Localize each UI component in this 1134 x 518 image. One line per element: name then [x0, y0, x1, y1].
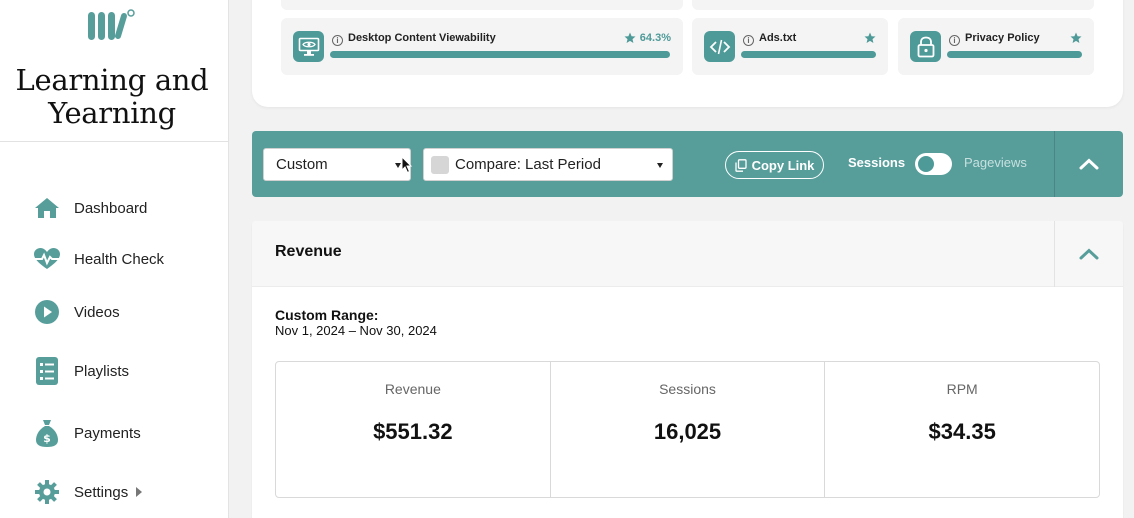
star-icon: [624, 32, 636, 43]
metric-revenue: Revenue $551.32: [276, 362, 551, 497]
metric-value: $34.35: [928, 419, 996, 444]
info-icon[interactable]: i: [949, 35, 960, 46]
mouse-cursor-icon: [401, 156, 413, 174]
nav-label: Videos: [74, 303, 120, 321]
check-score: [1070, 32, 1082, 44]
chevron-down-icon: [657, 163, 663, 168]
divider: [1054, 131, 1055, 197]
metric-value: 16,025: [653, 419, 722, 444]
check-desktop-viewability[interactable]: i Desktop Content Viewability 64.3%: [281, 18, 683, 75]
range-label: Custom Range:: [275, 307, 379, 323]
range-value: Nov 1, 2024 – Nov 30, 2024: [275, 323, 437, 338]
check-title: Privacy Policy: [965, 32, 1040, 44]
compare-value: Compare: Last Period: [455, 156, 601, 173]
home-icon: [33, 194, 61, 222]
chevron-right-icon: [136, 487, 143, 497]
svg-text:$: $: [43, 432, 51, 445]
site-title: Learning and Yearning: [15, 63, 209, 130]
nav-label: Settings: [74, 483, 129, 501]
check-progress-bar: [947, 51, 1082, 58]
check-progress-bar: [330, 51, 670, 58]
revenue-collapse-button[interactable]: [1055, 221, 1123, 287]
play-circle-icon: [33, 298, 61, 326]
info-icon[interactable]: i: [332, 35, 343, 46]
brand-logo[interactable]: [86, 6, 136, 42]
nav-label: Playlists: [74, 362, 130, 380]
nav-item-health-check[interactable]: Health Check: [33, 244, 164, 274]
compare-color-swatch: [431, 155, 449, 174]
copy-icon: [734, 158, 747, 172]
check-progress-bar: [741, 51, 876, 58]
revenue-title: Revenue: [275, 243, 342, 260]
metric-value: $551.32: [373, 419, 453, 444]
revenue-card: Revenue Custom Range: Nov 1, 2024 – Nov …: [252, 221, 1123, 518]
nav-label: Health Check: [74, 250, 165, 268]
chevron-down-icon: [395, 163, 401, 168]
date-range-select[interactable]: Custom: [263, 148, 411, 181]
toolbar-collapse-button[interactable]: [1055, 131, 1123, 197]
heartbeat-icon: [33, 245, 61, 273]
nav-item-settings[interactable]: Settings: [33, 477, 143, 507]
check-score: 64.3%: [624, 32, 671, 44]
nav-item-payments[interactable]: $ Payments: [33, 418, 141, 448]
gear-icon: [33, 478, 61, 506]
nav-item-videos[interactable]: Videos: [33, 297, 120, 327]
copy-link-label: Copy Link: [751, 157, 815, 173]
nav-item-dashboard[interactable]: Dashboard: [33, 193, 147, 223]
filter-toolbar: Custom Compare: Last Period Copy Link Se…: [252, 131, 1123, 197]
check-item-stub: [281, 0, 683, 10]
metrics-summary: Revenue $551.32 Sessions 16,025 RPM $34.…: [275, 361, 1100, 498]
toggle-knob: [918, 156, 934, 172]
sessions-pageviews-toggle[interactable]: [915, 153, 952, 175]
metric-rpm: RPM $34.35: [825, 362, 1099, 497]
divider: [1054, 221, 1055, 287]
monitor-eye-icon: [293, 31, 324, 62]
star-icon: [1070, 32, 1082, 43]
check-item-stub: [692, 0, 1094, 10]
metric-label: Revenue: [384, 381, 441, 397]
code-icon: [704, 31, 735, 62]
score-value: 64.3%: [639, 32, 671, 44]
check-privacy-policy[interactable]: i Privacy Policy: [898, 18, 1094, 75]
lock-icon: [910, 31, 941, 62]
star-icon: [864, 32, 876, 43]
brand-header: Learning and Yearning: [0, 0, 229, 142]
metric-label: RPM: [946, 381, 978, 397]
info-icon[interactable]: i: [743, 35, 754, 46]
chevron-up-icon: [1079, 158, 1099, 170]
nav-label: Payments: [74, 424, 141, 442]
compare-select[interactable]: Compare: Last Period: [423, 148, 673, 181]
nav-item-playlists[interactable]: Playlists: [33, 356, 129, 386]
list-icon: [33, 357, 61, 385]
toggle-label-pageviews[interactable]: Pageviews: [964, 155, 1027, 170]
toggle-label-sessions[interactable]: Sessions: [848, 155, 906, 170]
money-bag-icon: $: [33, 419, 61, 447]
check-ads-txt[interactable]: i Ads.txt: [692, 18, 888, 75]
check-title: Ads.txt: [759, 32, 797, 44]
nav-label: Dashboard: [74, 199, 148, 217]
date-range-value: Custom: [276, 156, 328, 173]
sidebar: Learning and Yearning Dashboard Health C…: [0, 0, 229, 518]
metric-sessions: Sessions 16,025: [551, 362, 826, 497]
health-checks-card: i Desktop Content Viewability 64.3% i Ad…: [252, 0, 1123, 107]
chevron-up-icon: [1079, 248, 1099, 260]
copy-link-button[interactable]: Copy Link: [725, 151, 824, 179]
check-title: Desktop Content Viewability: [348, 32, 496, 44]
revenue-card-header: Revenue: [252, 221, 1123, 287]
check-score: [864, 32, 876, 44]
metric-label: Sessions: [659, 381, 716, 397]
